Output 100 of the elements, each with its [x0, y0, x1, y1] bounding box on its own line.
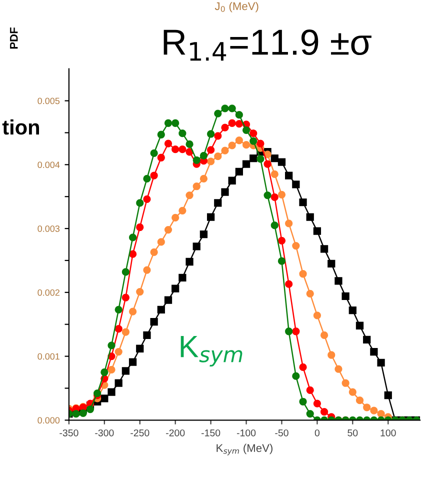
point — [256, 140, 264, 148]
point — [256, 155, 264, 163]
point — [250, 154, 258, 162]
point — [242, 126, 250, 134]
point — [299, 270, 307, 278]
point — [235, 111, 243, 119]
point — [206, 130, 215, 138]
point — [299, 363, 307, 371]
point — [221, 124, 229, 132]
point — [313, 400, 322, 408]
point — [363, 404, 371, 412]
point — [122, 294, 130, 302]
point — [320, 408, 328, 416]
point — [328, 260, 336, 268]
x-tick-label: -200 — [166, 429, 185, 436]
point — [122, 328, 130, 336]
point — [221, 104, 229, 112]
point — [200, 174, 208, 183]
point — [242, 160, 250, 168]
point — [136, 199, 144, 207]
point — [221, 188, 229, 196]
point — [150, 318, 158, 326]
point — [214, 132, 222, 140]
point — [172, 284, 180, 292]
x-axis-title: K$_{sym}$ (MeV) — [216, 444, 272, 456]
point — [292, 328, 300, 336]
point — [342, 292, 350, 300]
point — [100, 368, 108, 376]
point — [320, 245, 328, 253]
point — [313, 312, 322, 320]
point — [164, 140, 172, 148]
point — [192, 242, 200, 250]
point — [270, 170, 278, 178]
point — [356, 396, 364, 404]
point — [334, 277, 342, 285]
point — [228, 119, 236, 127]
point — [79, 409, 87, 417]
point — [306, 386, 314, 394]
y-tick-label: 0.001 — [38, 353, 60, 360]
point — [200, 152, 208, 160]
point — [122, 367, 130, 375]
point — [306, 410, 314, 418]
point — [128, 308, 137, 316]
text: tion — [2, 119, 39, 135]
point — [157, 154, 165, 162]
point — [186, 191, 194, 200]
point — [178, 274, 186, 282]
point — [136, 344, 144, 352]
point — [228, 104, 236, 112]
point — [178, 146, 186, 154]
point — [157, 238, 165, 246]
point — [377, 358, 385, 366]
point — [164, 119, 172, 127]
point — [214, 152, 222, 160]
point — [128, 250, 137, 258]
point — [114, 348, 122, 356]
x-tick-label: -100 — [236, 429, 256, 436]
point — [136, 288, 144, 296]
point — [235, 168, 243, 176]
x-tick-label: -50 — [275, 429, 288, 436]
point — [114, 379, 122, 387]
x-tick-label: -350 — [60, 429, 78, 436]
point — [250, 137, 258, 145]
point — [192, 182, 200, 190]
point — [108, 366, 116, 374]
x-tick-label: 50 — [348, 429, 358, 436]
point — [186, 140, 194, 148]
point — [270, 222, 278, 230]
x-tick-label: -300 — [95, 429, 114, 436]
point — [320, 331, 328, 340]
point — [150, 149, 158, 157]
point — [143, 195, 151, 203]
point — [192, 156, 200, 164]
point — [328, 351, 336, 359]
point — [178, 206, 186, 214]
text: J$_{0}$ (MeV) — [214, 2, 258, 12]
point — [164, 226, 172, 234]
y-tick-label: 0.003 — [38, 225, 60, 232]
y-tick-label: 0.000 — [38, 417, 60, 424]
point — [285, 220, 293, 228]
point — [221, 146, 229, 154]
point — [348, 306, 356, 314]
point — [206, 146, 215, 154]
point — [100, 394, 108, 402]
point — [108, 388, 116, 396]
point — [114, 324, 122, 333]
point — [178, 130, 186, 138]
point — [214, 110, 222, 118]
point — [292, 242, 300, 250]
point — [292, 372, 300, 380]
point — [164, 296, 172, 304]
point — [214, 199, 222, 207]
point — [264, 191, 272, 200]
point — [128, 234, 137, 242]
point — [377, 410, 385, 418]
point — [313, 227, 322, 235]
x-tick-label: -150 — [202, 429, 220, 436]
point — [108, 342, 116, 350]
point — [150, 172, 158, 180]
point — [157, 306, 165, 314]
